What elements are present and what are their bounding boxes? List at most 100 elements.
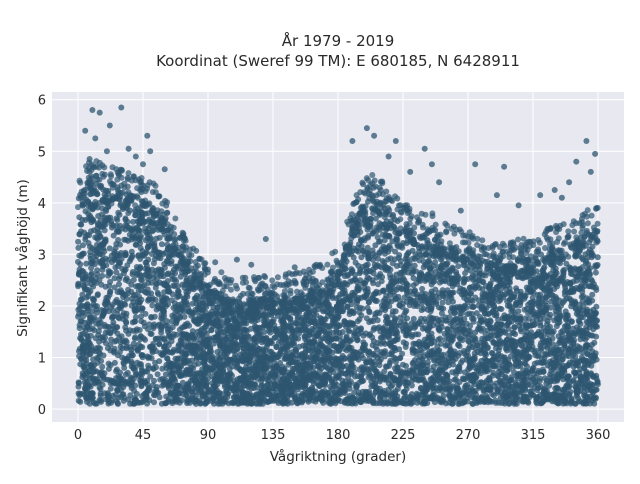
data-point xyxy=(468,297,474,303)
data-point xyxy=(471,319,477,325)
data-point xyxy=(406,249,412,255)
data-point xyxy=(336,373,342,379)
chart-title-line1: År 1979 - 2019 xyxy=(282,31,395,50)
data-point xyxy=(103,216,109,222)
data-point xyxy=(171,305,177,311)
data-point xyxy=(310,316,316,322)
data-point xyxy=(101,353,107,359)
data-point xyxy=(480,291,486,297)
data-point xyxy=(517,292,523,298)
data-point xyxy=(76,398,82,404)
data-point xyxy=(156,341,162,347)
data-point xyxy=(370,318,376,324)
data-point xyxy=(114,330,120,336)
data-point xyxy=(487,302,493,308)
data-point xyxy=(351,255,357,261)
data-point xyxy=(156,266,162,272)
data-point xyxy=(157,394,163,400)
data-point xyxy=(97,385,103,391)
data-point xyxy=(124,223,130,229)
data-point xyxy=(95,291,101,297)
data-point xyxy=(213,390,219,396)
data-point xyxy=(358,326,364,332)
data-point xyxy=(142,323,148,329)
data-point xyxy=(115,315,121,321)
data-point xyxy=(382,237,388,243)
data-point xyxy=(175,355,181,361)
data-point xyxy=(137,240,143,246)
data-point xyxy=(543,328,549,334)
data-point xyxy=(454,369,460,375)
data-point xyxy=(430,385,436,391)
data-point xyxy=(559,336,565,342)
data-point xyxy=(125,370,131,376)
data-point xyxy=(106,361,112,367)
data-point xyxy=(150,227,156,233)
data-point xyxy=(122,252,128,258)
data-point xyxy=(573,306,579,312)
data-point xyxy=(476,380,482,386)
data-point xyxy=(589,292,595,298)
data-point xyxy=(125,278,131,284)
data-point xyxy=(563,288,569,294)
data-point xyxy=(369,361,375,367)
data-point xyxy=(394,287,400,293)
data-point xyxy=(550,336,556,342)
data-point xyxy=(99,364,105,370)
data-point xyxy=(382,375,388,381)
data-point xyxy=(466,311,472,317)
data-point xyxy=(525,302,531,308)
data-point xyxy=(92,203,98,209)
data-point xyxy=(134,391,140,397)
data-point xyxy=(464,321,470,327)
data-point xyxy=(461,279,467,285)
data-point xyxy=(106,283,112,289)
data-point xyxy=(155,371,161,377)
data-point xyxy=(118,305,124,311)
data-point xyxy=(440,287,446,293)
data-point xyxy=(156,358,162,364)
data-point xyxy=(369,334,375,340)
data-point xyxy=(542,359,548,365)
data-point xyxy=(109,221,115,227)
data-point xyxy=(303,361,309,367)
data-point xyxy=(109,314,115,320)
data-point xyxy=(422,316,428,322)
data-point xyxy=(113,368,119,374)
data-point xyxy=(97,346,103,352)
data-point xyxy=(190,301,196,307)
data-point xyxy=(490,350,496,356)
data-point xyxy=(160,376,166,382)
data-point xyxy=(88,260,94,266)
data-point xyxy=(553,265,559,271)
data-point xyxy=(234,346,240,352)
data-point xyxy=(487,323,493,329)
data-point xyxy=(424,387,430,393)
chart-title-line2: Koordinat (Sweref 99 TM): E 680185, N 64… xyxy=(156,52,520,70)
data-point xyxy=(366,309,372,315)
data-point xyxy=(477,385,483,391)
data-point xyxy=(420,326,426,332)
data-point xyxy=(380,288,386,294)
data-point xyxy=(149,302,155,308)
data-point xyxy=(115,237,121,243)
data-point xyxy=(113,245,119,251)
data-point xyxy=(493,345,499,351)
data-point xyxy=(105,324,111,330)
data-point xyxy=(79,310,85,316)
data-point xyxy=(94,271,100,277)
data-point xyxy=(106,366,112,372)
data-point xyxy=(153,364,159,370)
data-point xyxy=(181,296,187,302)
data-point xyxy=(377,379,383,385)
data-point xyxy=(579,294,585,300)
data-point xyxy=(561,341,567,347)
data-point xyxy=(155,303,161,309)
data-point xyxy=(271,385,277,391)
data-point xyxy=(538,345,544,351)
data-point xyxy=(112,360,118,366)
data-point xyxy=(593,270,599,276)
data-point xyxy=(391,319,397,325)
data-point xyxy=(247,317,253,323)
